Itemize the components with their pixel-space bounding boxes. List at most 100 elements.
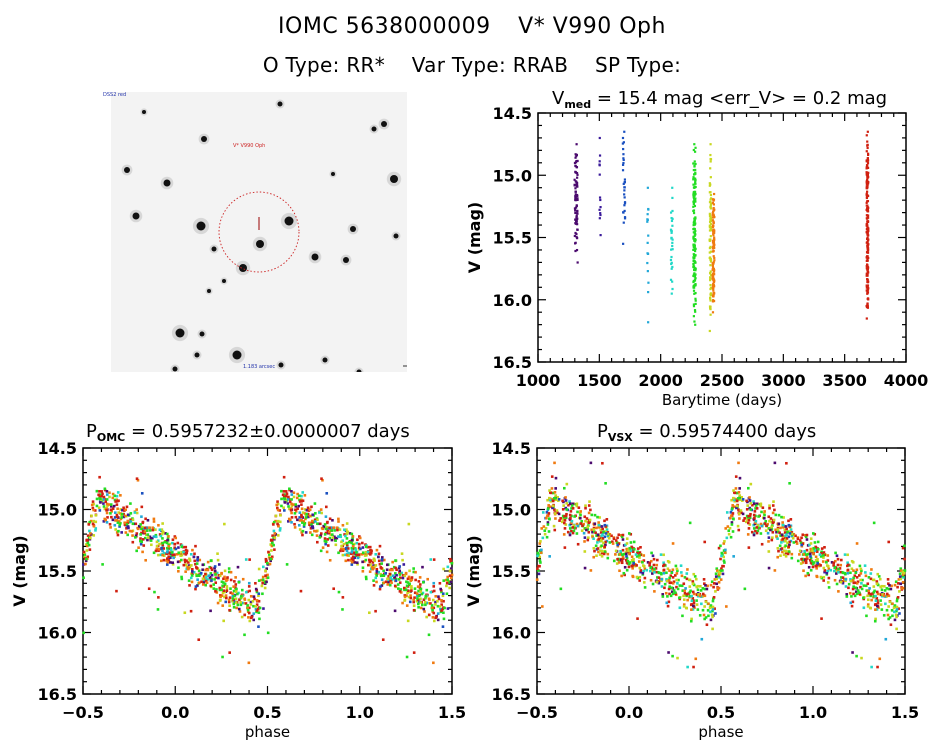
data-point [323, 539, 327, 543]
data-point [634, 553, 638, 556]
data-point [875, 580, 879, 583]
data-point [801, 561, 805, 564]
data-point [694, 229, 697, 233]
data-point [574, 171, 577, 174]
data-point [711, 247, 714, 250]
data-point [625, 537, 629, 540]
data-point [666, 604, 670, 608]
data-point [806, 571, 810, 575]
data-point [584, 504, 587, 507]
data-point [152, 517, 156, 521]
data-point [331, 533, 334, 536]
data-point [827, 586, 831, 589]
data-point [681, 614, 684, 618]
data-point [841, 571, 845, 575]
data-point [886, 578, 890, 581]
star-core [142, 110, 146, 114]
data-point [294, 508, 297, 512]
data-point [246, 604, 249, 607]
data-point [708, 220, 712, 223]
data-point [604, 543, 607, 547]
data-point [869, 593, 873, 596]
data-point [337, 517, 340, 521]
data-point [775, 530, 778, 534]
data-point [145, 533, 148, 537]
data-point [845, 595, 849, 598]
data-point [302, 525, 306, 528]
data-point [833, 578, 837, 582]
data-point [325, 492, 329, 495]
data-point [865, 204, 868, 207]
data-point [574, 206, 578, 209]
data-point [141, 521, 145, 525]
data-point [193, 559, 197, 563]
data-point [712, 294, 715, 297]
data-point [206, 560, 210, 564]
data-point [105, 508, 108, 512]
data-point [641, 564, 645, 567]
data-point [872, 591, 876, 594]
data-point [752, 533, 756, 537]
data-point [820, 617, 823, 620]
data-point [688, 578, 692, 582]
data-point [694, 297, 697, 300]
data-point [440, 599, 443, 602]
data-point [720, 554, 723, 558]
data-point [374, 553, 378, 556]
data-point [595, 554, 598, 557]
data-point [361, 551, 365, 555]
data-point [204, 579, 208, 583]
data-point [600, 525, 604, 528]
data-point [660, 579, 663, 583]
star [280, 212, 298, 230]
data-point [446, 607, 450, 610]
data-point [119, 508, 123, 511]
data-point [183, 611, 187, 615]
data-point [261, 581, 264, 585]
data-point [232, 602, 236, 606]
data-point [670, 586, 674, 590]
data-point [167, 551, 171, 555]
data-point [367, 551, 371, 555]
data-point [865, 589, 869, 592]
data-point [423, 600, 427, 604]
data-point [278, 520, 282, 524]
data-point [434, 603, 437, 606]
data-point [273, 548, 276, 551]
data-point [290, 493, 294, 496]
data-point [180, 577, 184, 581]
data-point [575, 154, 578, 158]
data-point [642, 581, 646, 584]
data-point [692, 202, 695, 206]
chart-title-object: IOMC 5638000009 V* V990 Oph [0, 14, 944, 39]
data-point [547, 504, 551, 507]
data-point [851, 578, 855, 582]
data-point [380, 566, 383, 570]
data-point [450, 573, 454, 577]
data-point [220, 572, 223, 576]
data-point [633, 547, 636, 551]
data-point [708, 272, 712, 275]
data-point [865, 167, 868, 170]
data-point [326, 529, 330, 533]
data-point [872, 585, 876, 588]
data-point [667, 587, 671, 591]
data-point [103, 487, 107, 491]
data-point [301, 499, 305, 503]
data-point [201, 577, 205, 581]
data-point [617, 533, 621, 537]
data-point [575, 193, 579, 197]
data-point [646, 218, 649, 221]
data-point [735, 499, 739, 503]
data-point [116, 521, 120, 524]
data-point [356, 556, 360, 560]
data-point [804, 561, 808, 565]
data-point [785, 527, 788, 531]
data-point [691, 582, 695, 585]
data-point [709, 292, 713, 295]
data-point [237, 581, 241, 584]
data-point [688, 594, 692, 598]
data-point [752, 532, 756, 535]
data-point [759, 504, 763, 508]
data-point [778, 531, 781, 535]
